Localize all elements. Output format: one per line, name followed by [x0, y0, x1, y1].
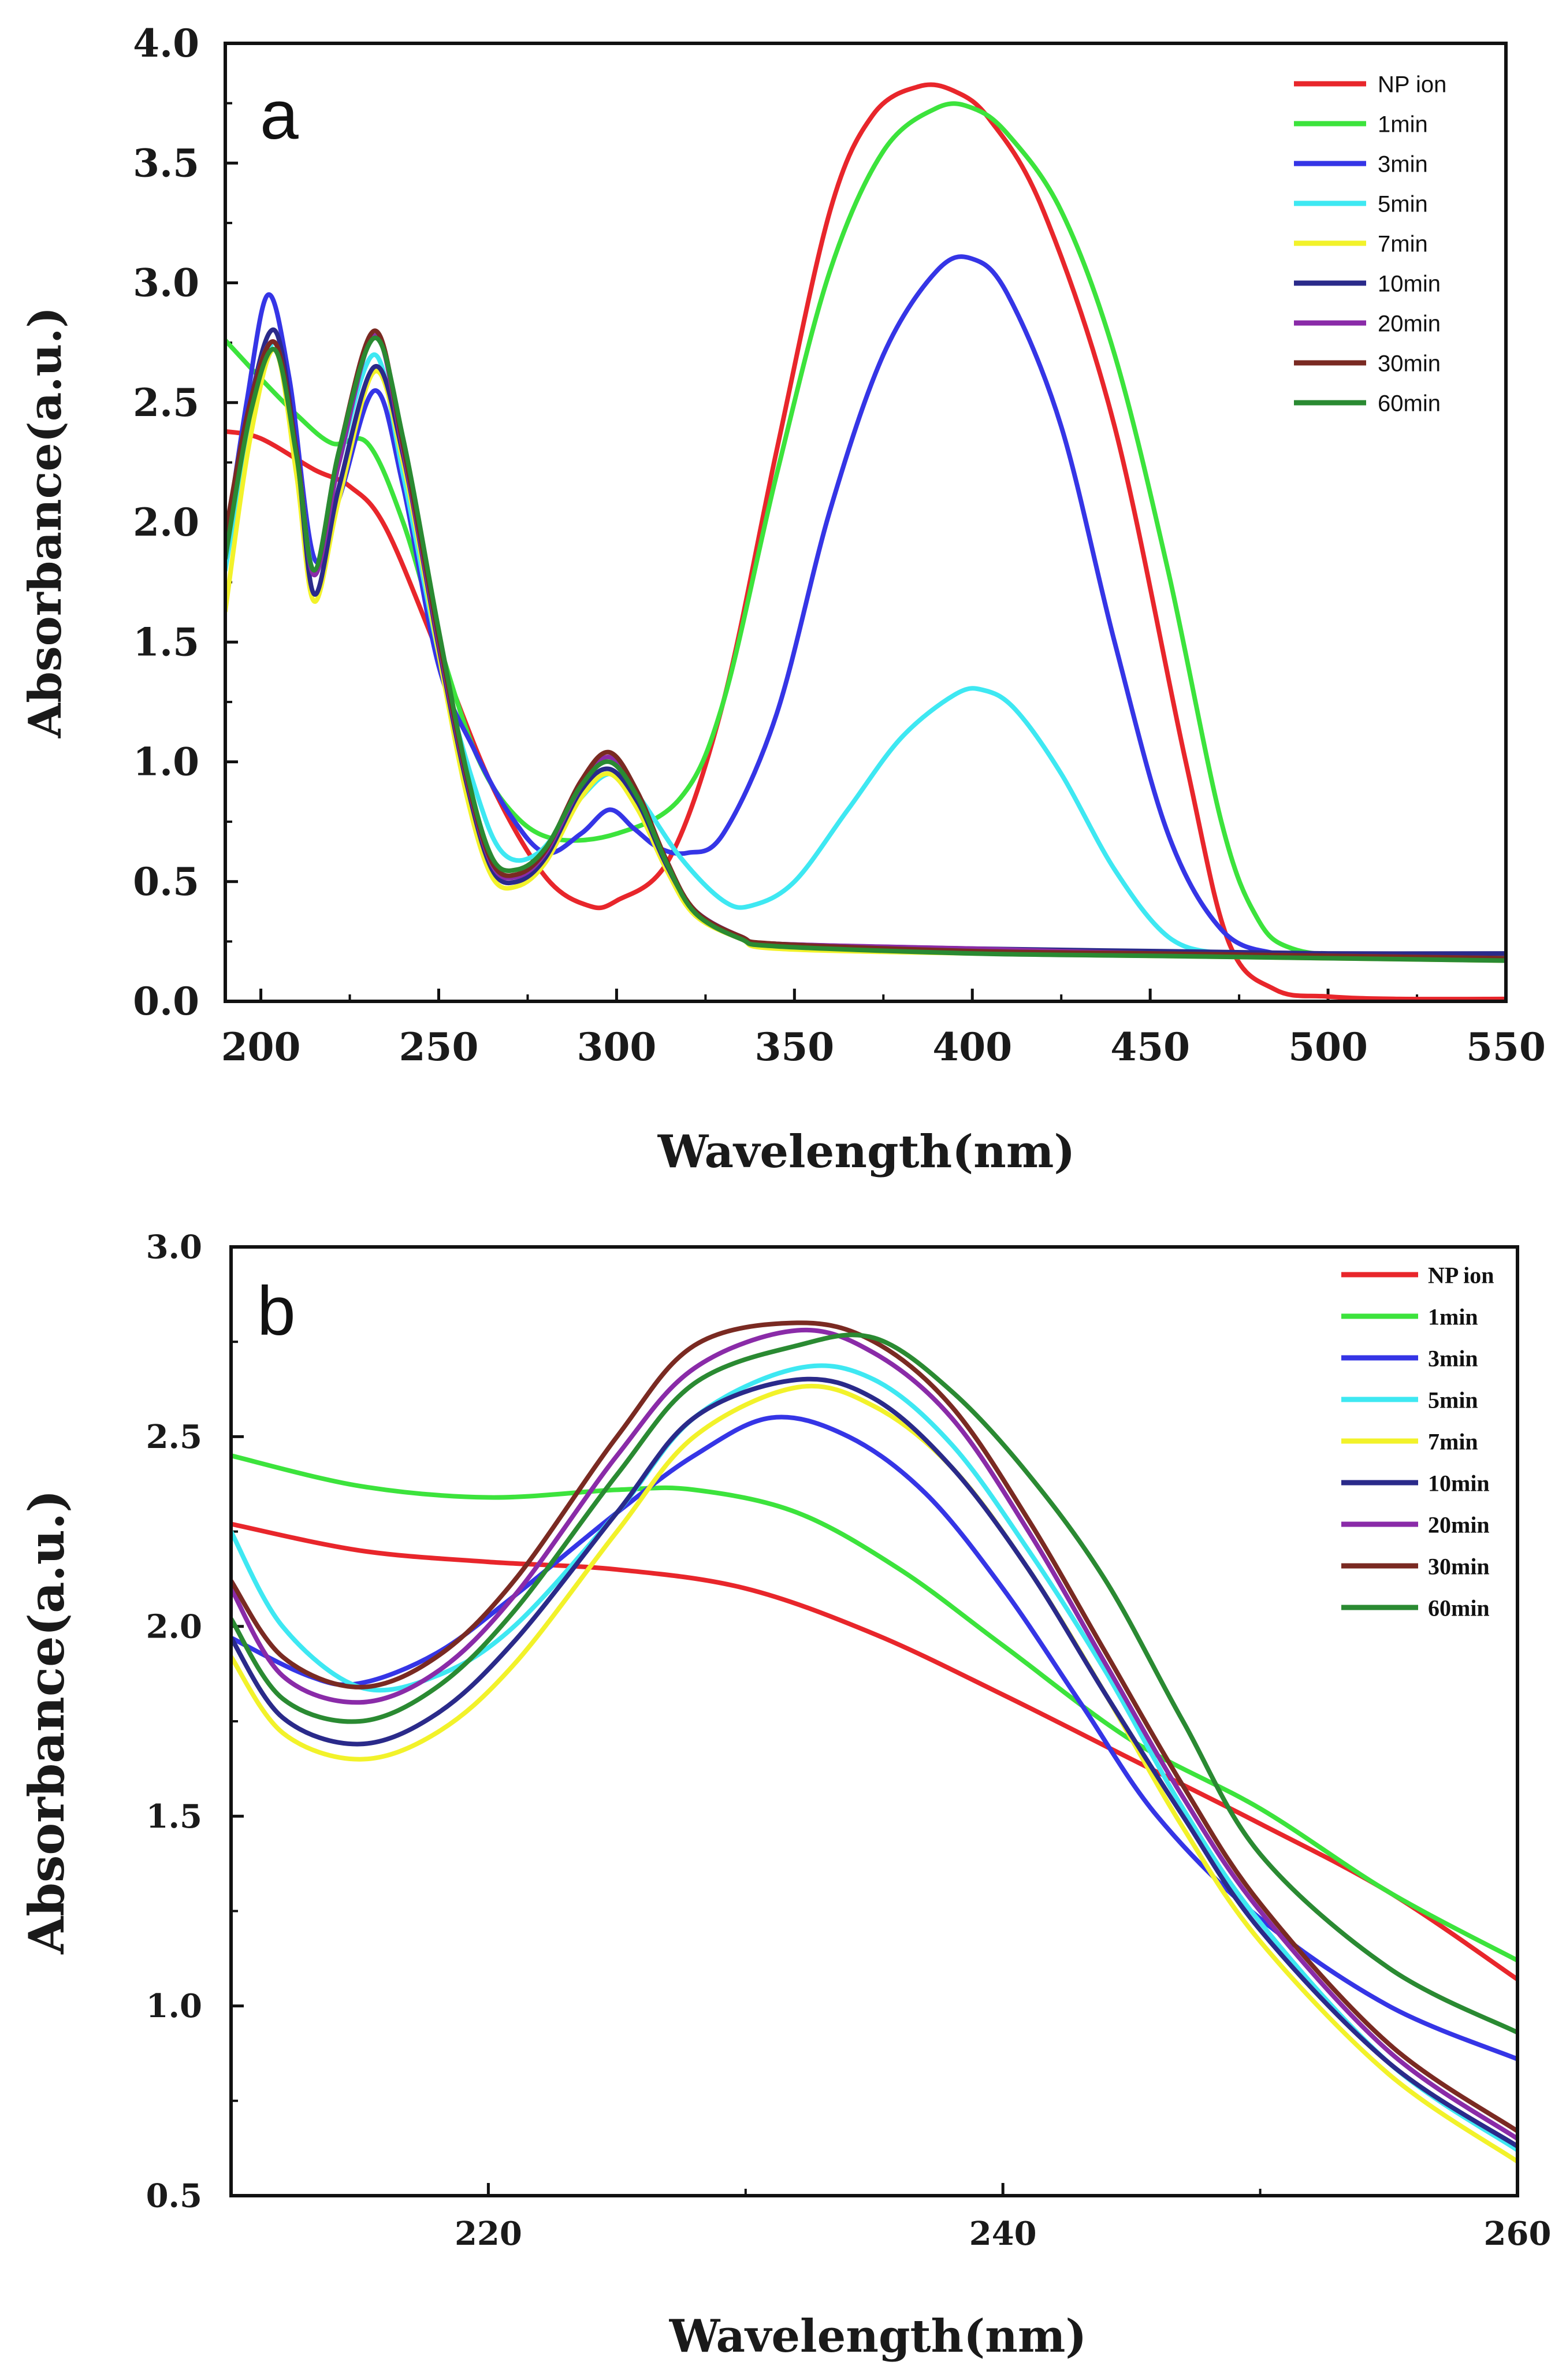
legend-label: 1min — [1428, 1304, 1478, 1330]
y-tick-label: 1.0 — [133, 740, 199, 785]
legend-a: NP ion 1min 3min 5min 7min 10min 20min 30min 60m… — [1294, 72, 1446, 416]
y-tick-label: 0.0 — [133, 979, 199, 1024]
plot-frame-a — [224, 42, 1508, 1003]
legend-label: 1min — [1378, 112, 1428, 137]
series-line-1min — [225, 101, 1506, 961]
legend-label: 3min — [1378, 151, 1428, 177]
series-line-60min — [231, 1332, 1517, 2035]
x-tick-label: 400 — [932, 1024, 1012, 1070]
y-tick-label: 2.0 — [146, 1607, 202, 1646]
y-tick-label: 3.0 — [146, 1228, 202, 1267]
legend-label: 3min — [1428, 1345, 1478, 1371]
y-tick-label: 2.5 — [146, 1418, 202, 1456]
y-tick-label: 0.5 — [146, 2177, 202, 2215]
x-tick-label: 250 — [399, 1024, 479, 1070]
x-tick-label: 450 — [1110, 1024, 1190, 1070]
series-line-7min — [231, 1383, 1517, 2164]
y-tick-label: 1.0 — [146, 1987, 202, 2025]
y-tick-label: 2.0 — [133, 500, 199, 545]
y-tick-label: 2.5 — [133, 380, 199, 425]
legend-label: NP ion — [1378, 72, 1446, 97]
x-tick-label: 350 — [754, 1024, 834, 1070]
x-tick-label: 240 — [969, 2215, 1037, 2253]
x-axis-title-b: Wavelength(nm) — [669, 2310, 1087, 2363]
x-tick-label: 200 — [221, 1024, 301, 1070]
legend-label: 10min — [1378, 271, 1441, 296]
y-tick-label: 3.0 — [133, 261, 199, 306]
legend-label: 20min — [1428, 1512, 1490, 1538]
legend-label: NP ion — [1428, 1262, 1494, 1288]
legend-b: NP ion 1min 3min 5min 7min 10min 20min 30min 60m… — [1341, 1262, 1494, 1621]
legend-label: 60min — [1428, 1595, 1490, 1621]
legend-label: 7min — [1378, 231, 1428, 257]
legend-label: 5min — [1428, 1387, 1478, 1413]
legend-label: 30min — [1428, 1553, 1490, 1579]
x-tick-label: 260 — [1484, 2215, 1552, 2253]
y-tick-label: 0.5 — [133, 859, 199, 904]
legend-label: 7min — [1428, 1428, 1478, 1454]
x-tick-label: 550 — [1466, 1024, 1546, 1070]
chart-panel-b: b 220 240 260 0.5 1.0 1.5 2.0 2.5 3.0 NP ion 1min… — [18, 1228, 1551, 2363]
plot-frame-b — [229, 1245, 1519, 2197]
series-line-20min — [231, 1327, 1517, 2141]
legend-label: 20min — [1378, 311, 1441, 336]
series-line-30min — [231, 1320, 1517, 2134]
panel-label-a: a — [260, 76, 299, 154]
legend-label: 5min — [1378, 191, 1428, 217]
y-tick-label: 1.5 — [146, 1798, 202, 1836]
series-line-60min — [225, 335, 1506, 963]
x-tick-label: 220 — [455, 2215, 522, 2253]
y-tick-label: 1.5 — [133, 619, 199, 664]
x-axis-title-a: Wavelength(nm) — [657, 1126, 1076, 1178]
x-tick-label: 500 — [1288, 1024, 1368, 1070]
legend-label: 30min — [1378, 351, 1441, 376]
chart-panel-a: a 200 250 300 350 400 450 500 550 0.0 0.5 1.0 1.5 2.… — [19, 21, 1546, 1178]
legend-label: 60min — [1378, 391, 1441, 416]
y-axis-title-a: Absorbance(a.u.) — [19, 307, 72, 738]
y-tick-label: 4.0 — [133, 21, 199, 66]
series-line-10min — [231, 1376, 1517, 2149]
legend-label: 10min — [1428, 1470, 1490, 1496]
y-axis-title-b: Absorbance(a.u.) — [18, 1490, 75, 1955]
panel-label-b: b — [257, 1272, 296, 1350]
y-tick-label: 3.5 — [133, 140, 199, 185]
series-line-1min — [231, 1453, 1517, 1963]
series-line-np-ion — [231, 1521, 1517, 1982]
x-tick-label: 300 — [577, 1024, 657, 1070]
